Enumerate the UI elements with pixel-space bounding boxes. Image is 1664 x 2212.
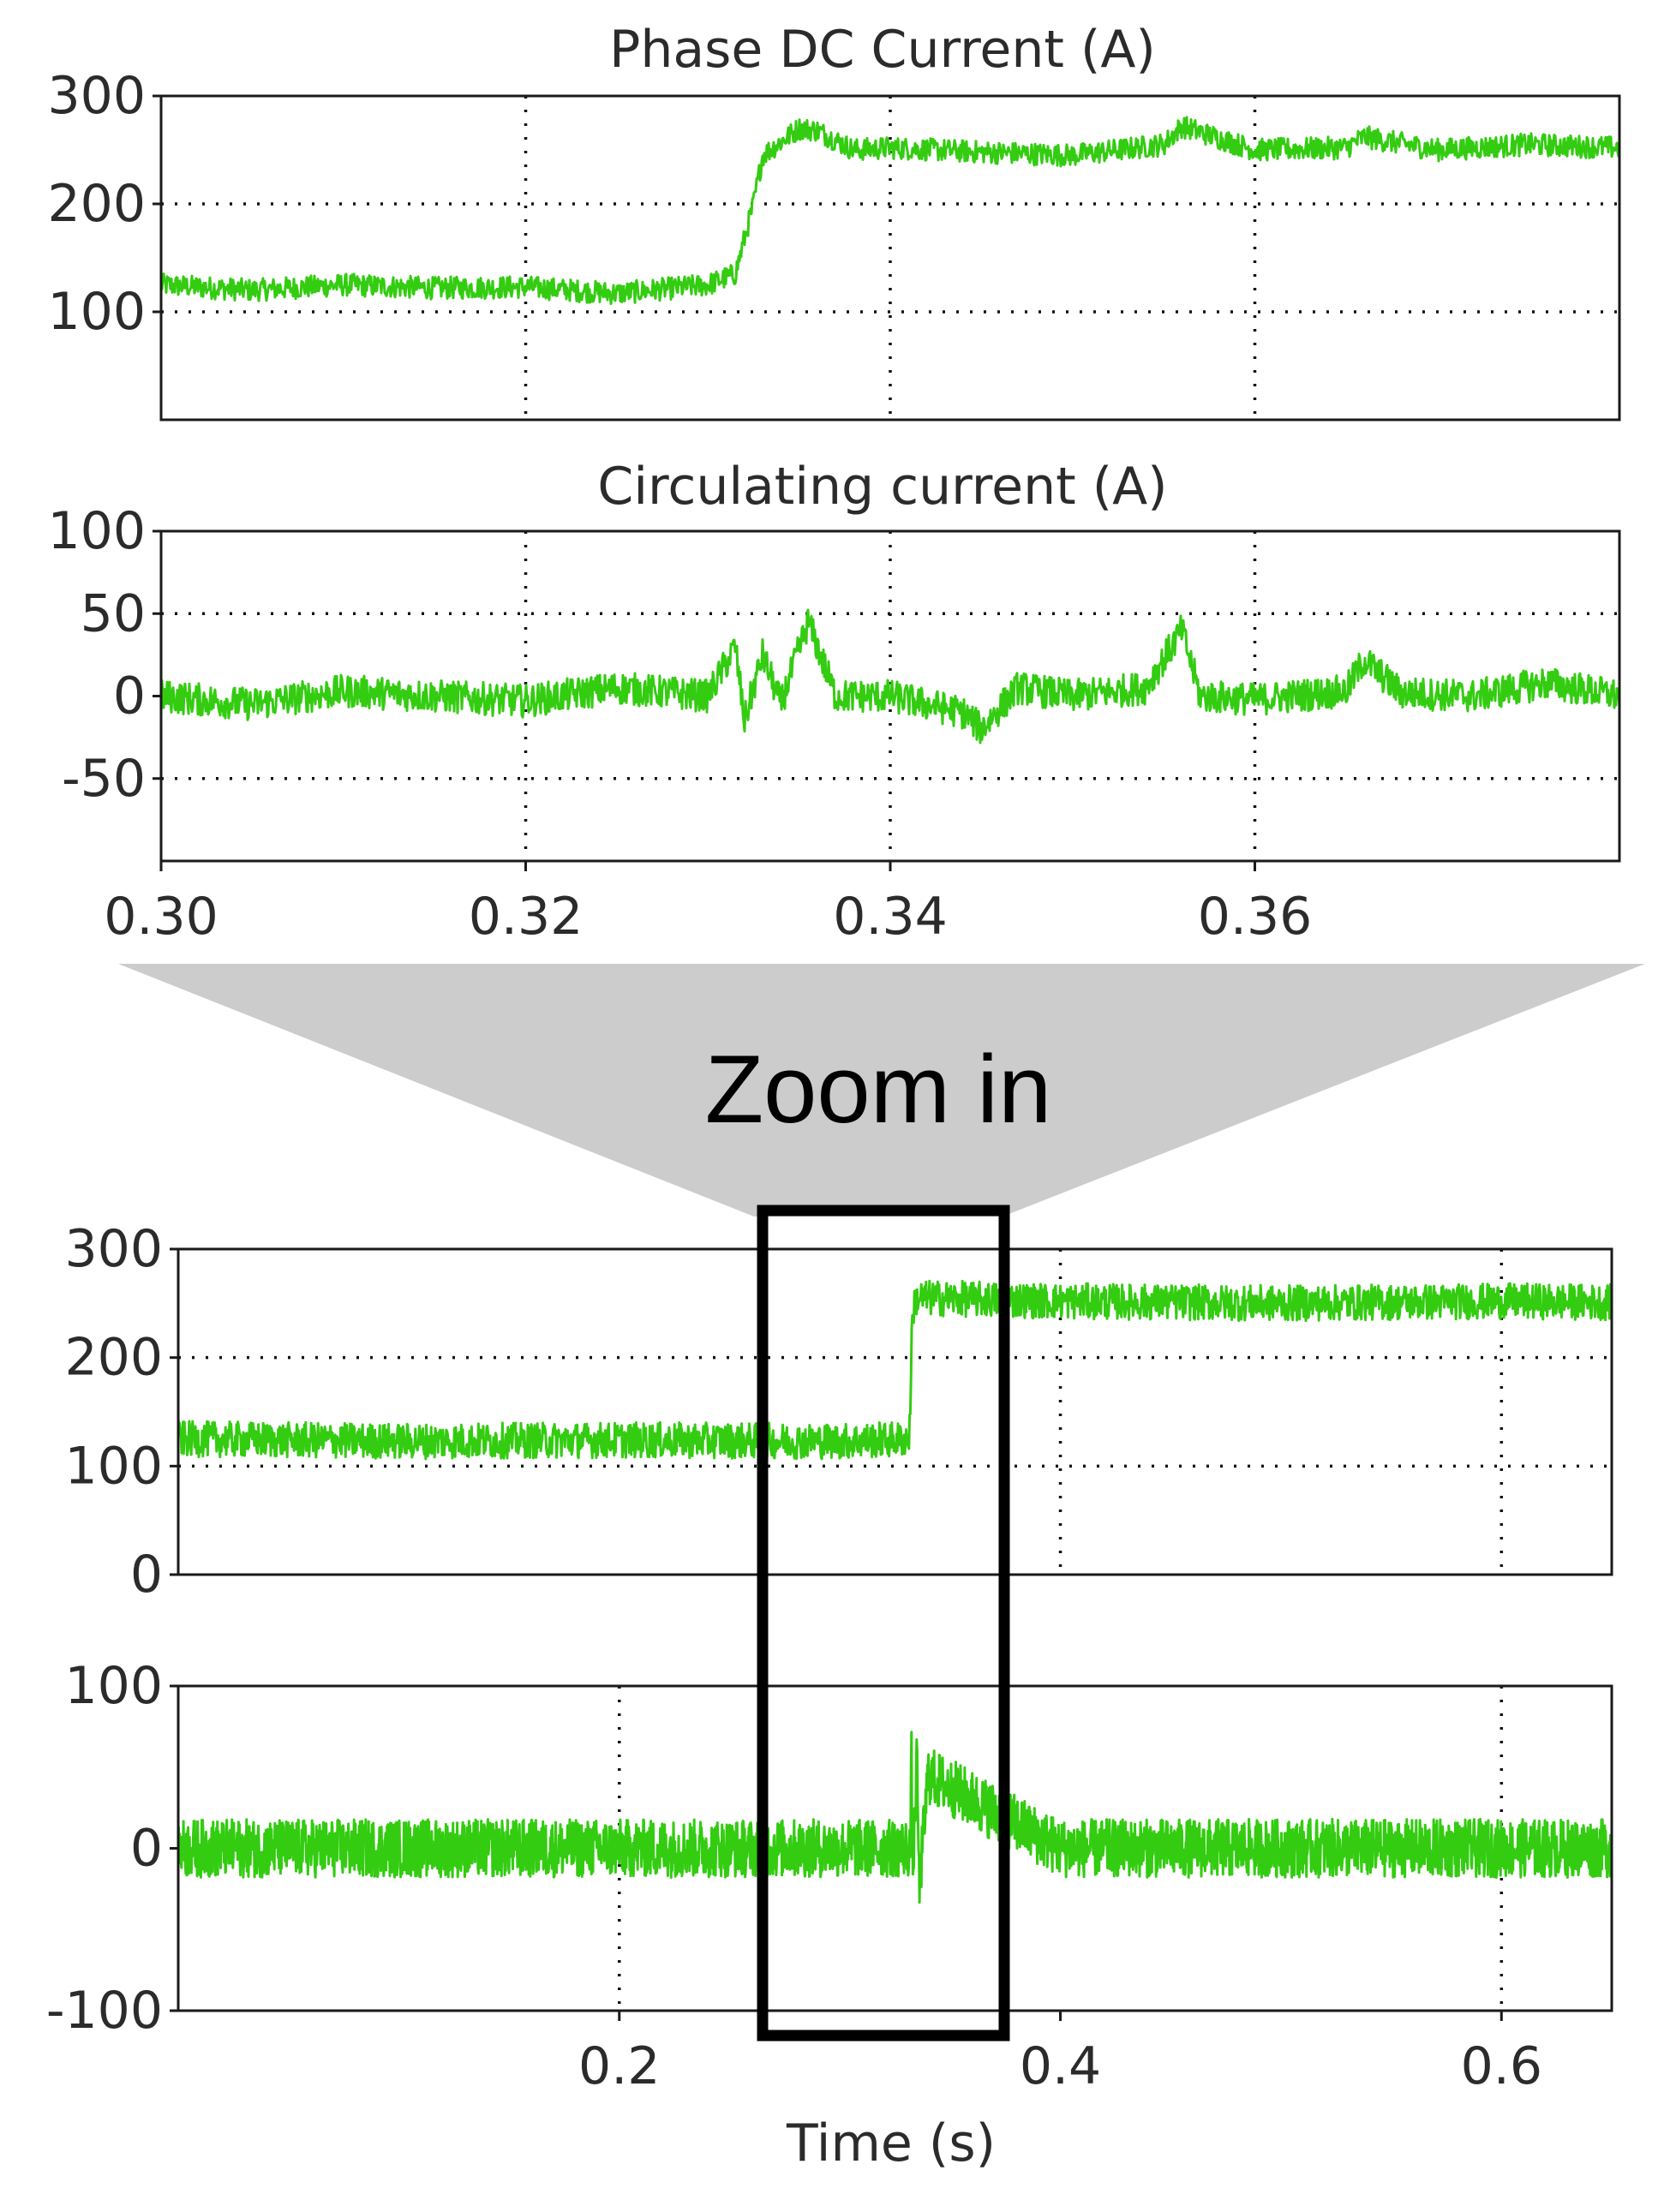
y-tick-label: 300 xyxy=(47,66,146,126)
y-ticks-phase-dc: 300 200 100 xyxy=(47,66,161,342)
y-tick-label: 100 xyxy=(47,501,146,561)
y-tick-label: 100 xyxy=(64,1436,163,1496)
series-layer-bottom-dc xyxy=(177,1279,1613,1461)
y-tick-label: 200 xyxy=(64,1328,163,1388)
y-tick-label: 50 xyxy=(81,583,146,643)
y-tick-label: 0 xyxy=(130,1545,163,1605)
x-ticks-bottom-circulating: 0.2 0.4 0.6 xyxy=(578,2011,1542,2096)
x-tick-label: 0.4 xyxy=(1020,2036,1101,2096)
y-ticks-bottom-dc: 300 200 100 0 xyxy=(64,1219,178,1605)
x-tick-label: 0.36 xyxy=(1198,887,1313,947)
y-tick-label: 100 xyxy=(64,1656,163,1716)
grid-bottom-dc xyxy=(178,1249,1612,1575)
x-tick-label: 0.6 xyxy=(1461,2036,1542,2096)
y-tick-label: 0 xyxy=(113,667,146,726)
y-tick-label: -50 xyxy=(62,749,146,809)
y-ticks-bottom-circulating: 100 0 -100 xyxy=(46,1656,178,2041)
y-tick-label: 300 xyxy=(64,1219,163,1279)
y-tick-label: 0 xyxy=(130,1819,163,1879)
x-tick-label: 0.32 xyxy=(469,887,584,947)
grid-phase-dc xyxy=(161,96,1619,420)
zoom-funnel xyxy=(118,964,1645,1217)
panel-bottom-circulating: 100 0 -100 0.2 0.4 0.6 Time (s) xyxy=(46,1656,1613,2173)
x-tick-label: 0.2 xyxy=(578,2036,660,2096)
series-line xyxy=(177,1731,1613,1904)
panel-title-circulating: Circulating current (A) xyxy=(597,457,1167,517)
plot-frame-bottom-dc xyxy=(177,1247,1613,1576)
y-ticks-circulating: 100 50 0 -50 xyxy=(47,501,161,809)
series-layer-circulating xyxy=(159,608,1621,744)
x-tick-label: 0.30 xyxy=(104,887,218,947)
x-ticks-circulating: 0.30 0.32 0.34 0.36 xyxy=(104,861,1312,947)
zoom-highlight-box xyxy=(757,1205,1010,2042)
series-line xyxy=(177,1279,1613,1461)
y-tick-label: 100 xyxy=(47,282,146,342)
plot-frame-phase-dc xyxy=(159,94,1621,421)
panel-title-phase-dc: Phase DC Current (A) xyxy=(609,20,1156,80)
panel-bottom-dc: 300 200 100 0 xyxy=(64,1219,1613,1605)
series-layer-bottom-circulating xyxy=(177,1731,1613,1904)
x-tick-label: 0.34 xyxy=(833,887,948,947)
series-line xyxy=(159,608,1621,744)
panel-phase-dc-current: Phase DC Current (A) 300 200 100 xyxy=(47,20,1621,421)
series-line xyxy=(159,116,1621,306)
series-layer-phase-dc xyxy=(159,116,1621,306)
y-tick-label: -100 xyxy=(46,1981,163,2041)
zoom-label: Zoom in xyxy=(705,1036,1052,1143)
x-axis-title: Time (s) xyxy=(786,2113,996,2173)
y-tick-label: 200 xyxy=(47,174,146,234)
